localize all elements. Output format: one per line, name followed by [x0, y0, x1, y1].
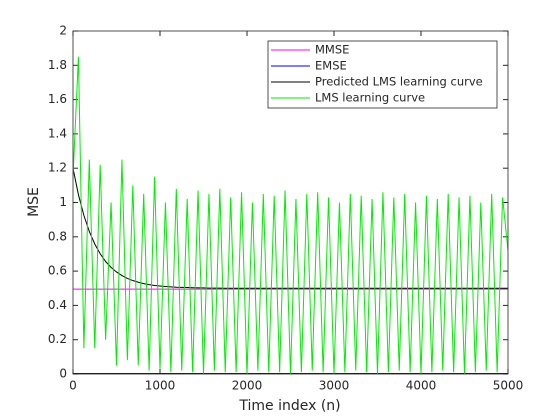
y-tick-label: 1.6	[48, 92, 67, 106]
x-tick-label: 0	[69, 379, 77, 393]
x-axis-label: Time index (n)	[238, 398, 340, 414]
x-tick-label: 1000	[145, 379, 176, 393]
series-line	[73, 168, 508, 289]
x-tick-label: 4000	[406, 379, 437, 393]
y-tick-label: 1.2	[48, 161, 67, 175]
y-tick-label: 0.8	[48, 229, 67, 243]
y-tick-label: 2	[59, 24, 67, 38]
y-tick-label: 1	[59, 195, 67, 209]
x-tick-label: 5000	[493, 379, 524, 393]
axes-box	[72, 30, 509, 375]
legend-label: Predicted LMS learning curve	[315, 75, 483, 89]
y-tick-label: 1.4	[48, 126, 67, 140]
legend-label: MMSE	[315, 43, 349, 57]
x-tick-label: 2000	[232, 379, 263, 393]
y-tick-label: 0.4	[48, 298, 67, 312]
y-tick-label: 0.2	[48, 332, 67, 346]
y-axis-label: MSE	[26, 187, 42, 217]
legend-label: EMSE	[315, 59, 347, 73]
series-line	[73, 56, 508, 374]
x-tick-label: 3000	[319, 379, 350, 393]
legend-box	[267, 40, 498, 109]
y-tick-label: 0.6	[48, 264, 67, 278]
y-tick-label: 1.8	[48, 58, 67, 72]
legend-label: LMS learning curve	[315, 91, 425, 105]
y-tick-label: 0	[59, 367, 67, 381]
